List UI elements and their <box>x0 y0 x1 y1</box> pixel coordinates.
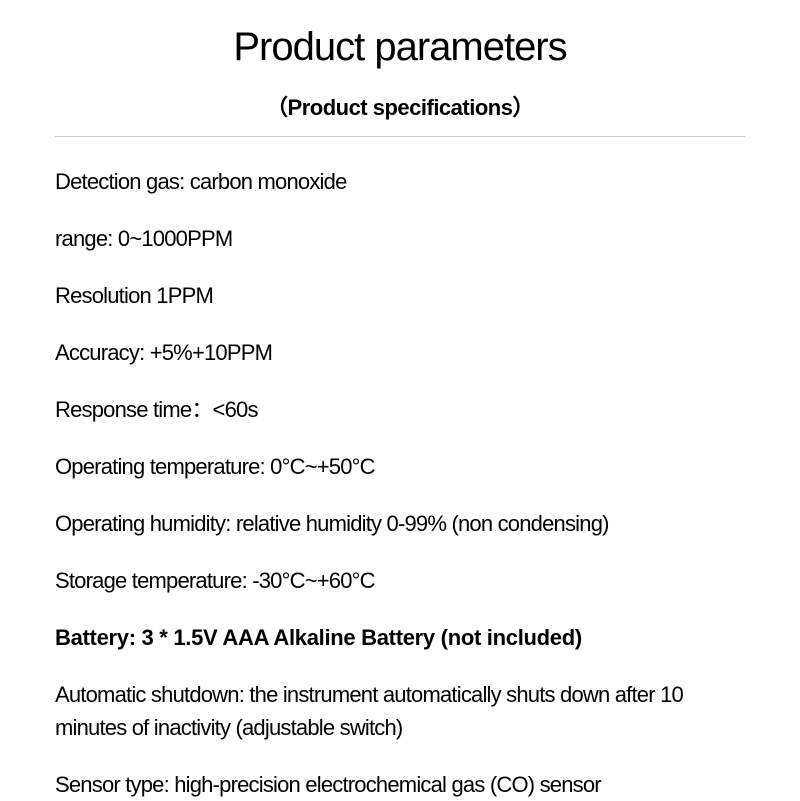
spec-item: Operating humidity: relative humidity 0-… <box>55 507 745 540</box>
spec-item: Accuracy: +5%+10PPM <box>55 336 745 369</box>
spec-item: Battery: 3 * 1.5V AAA Alkaline Battery (… <box>55 621 745 654</box>
spec-item: Sensor type: high-precision electrochemi… <box>55 768 745 801</box>
spec-item: Resolution 1PPM <box>55 279 745 312</box>
page-title: Product parameters <box>55 25 745 70</box>
spec-item: Operating temperature: 0°C~+50°C <box>55 450 745 483</box>
document-container: Product parameters （Product specificatio… <box>0 0 800 801</box>
spec-item: Storage temperature: -30°C~+60°C <box>55 564 745 597</box>
spec-item: Detection gas: carbon monoxide <box>55 165 745 198</box>
spec-item: range: 0~1000PPM <box>55 222 745 255</box>
spec-item: Response time：<60s <box>55 393 745 426</box>
spec-item: Automatic shutdown: the instrument autom… <box>55 678 745 744</box>
page-subtitle: （Product specifications） <box>55 90 745 122</box>
divider <box>55 136 745 137</box>
spec-list: Detection gas: carbon monoxide range: 0~1… <box>55 165 745 801</box>
